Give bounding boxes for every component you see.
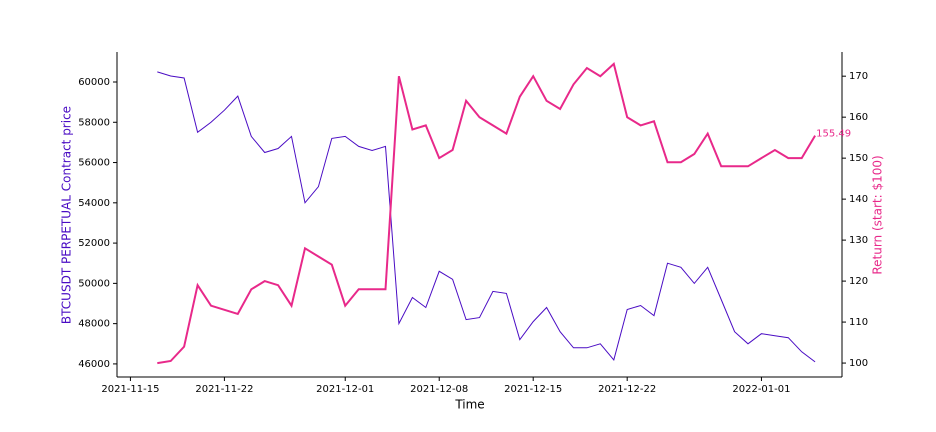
y-tick-label: 52000 — [78, 238, 110, 249]
series-line — [157, 62, 816, 365]
y2-tick-label: 140 — [849, 194, 868, 205]
y-tick-label: 48000 — [78, 319, 110, 330]
y2-tick-label: 110 — [849, 317, 868, 328]
y2-tick-label: 120 — [849, 276, 868, 287]
y-tick-label: 50000 — [78, 278, 110, 289]
y-axis-label: BTCUSDT PERPETUAL Contract price — [60, 106, 74, 324]
x-tick-label: 2022-01-01 — [732, 384, 790, 395]
y-tick-label: 60000 — [78, 77, 110, 88]
x-tick-label: 2021-12-15 — [504, 384, 562, 395]
y-tick-label: 46000 — [78, 359, 110, 370]
x-tick-label: 2021-12-08 — [410, 384, 468, 395]
y-tick-label: 56000 — [78, 158, 110, 169]
x-tick-label: 2021-12-01 — [316, 384, 374, 395]
series-line — [157, 71, 816, 363]
x-tick-label: 2021-11-15 — [101, 384, 159, 395]
y-tick-label: 58000 — [78, 117, 110, 128]
y2-tick-label: 150 — [849, 153, 868, 164]
end-value-label: 155.49 — [816, 129, 851, 140]
y-tick-label: 54000 — [78, 198, 110, 209]
y2-tick-label: 100 — [849, 358, 868, 369]
y2-axis-label: Return (start: $100) — [871, 155, 885, 274]
y2-tick-label: 160 — [849, 112, 868, 123]
y2-tick-label: 130 — [849, 235, 868, 246]
x-axis-label: Time — [454, 398, 484, 412]
x-tick-label: 2021-12-22 — [598, 384, 656, 395]
x-tick-label: 2021-11-22 — [195, 384, 253, 395]
y2-tick-label: 170 — [849, 71, 868, 82]
